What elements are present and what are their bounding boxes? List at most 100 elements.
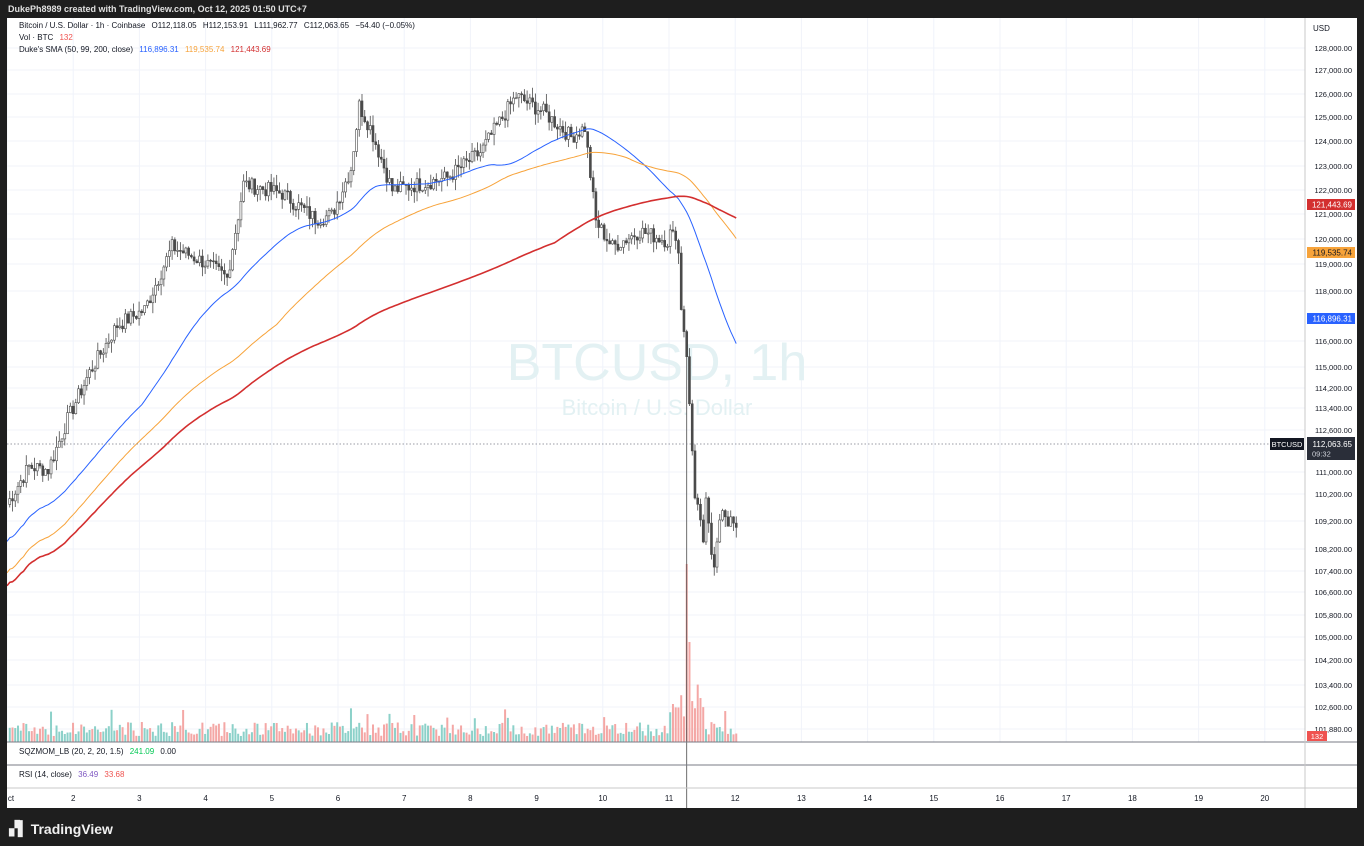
volume-bar bbox=[140, 722, 143, 742]
volume-bar bbox=[666, 733, 669, 742]
volume-bar bbox=[360, 727, 363, 742]
volume-bar bbox=[702, 707, 705, 742]
candle-body bbox=[426, 184, 430, 188]
volume-bar bbox=[660, 732, 663, 742]
volume-bar bbox=[586, 728, 589, 742]
volume-bar bbox=[264, 723, 267, 742]
volume-bar bbox=[699, 698, 702, 742]
price-tick: 124,000.00 bbox=[1314, 137, 1352, 146]
volume-bar bbox=[327, 734, 330, 742]
volume-bar bbox=[63, 733, 66, 742]
candle-body bbox=[74, 402, 78, 414]
volume-bar bbox=[432, 727, 435, 742]
candle-body bbox=[283, 190, 287, 200]
candle-body bbox=[289, 191, 292, 204]
price-tick: 105,000.00 bbox=[1314, 633, 1352, 642]
candle-body bbox=[143, 305, 146, 314]
chart-svg[interactable]: BTCUSD, 1h Bitcoin / U.S. Dollar 128,000… bbox=[7, 18, 1357, 808]
volume-bar bbox=[171, 722, 174, 742]
candle-body bbox=[22, 480, 25, 483]
volume-bar bbox=[396, 722, 399, 742]
candle-body bbox=[465, 158, 468, 161]
candle-body bbox=[170, 239, 174, 252]
candle-body bbox=[209, 259, 212, 262]
volume-bar bbox=[495, 733, 498, 742]
candle-body bbox=[333, 209, 336, 215]
candle-body bbox=[561, 126, 565, 133]
volume-bar bbox=[724, 711, 727, 742]
candle-body bbox=[41, 465, 45, 476]
volume-bar bbox=[294, 728, 297, 742]
volume-bar bbox=[671, 704, 674, 742]
volume-bar bbox=[47, 734, 50, 742]
candle-body bbox=[280, 192, 284, 200]
candle-body bbox=[627, 238, 631, 244]
candle-body bbox=[707, 497, 711, 524]
tradingview-logo[interactable]: ▞▌ TradingView bbox=[9, 820, 113, 837]
legend-close: C112,063.65 bbox=[303, 21, 350, 30]
legend-change: −54.40 (−0.05%) bbox=[355, 21, 415, 30]
volume-bar bbox=[383, 724, 386, 742]
volume-bar bbox=[592, 726, 595, 742]
volume-bar bbox=[275, 722, 278, 742]
volume-bar bbox=[633, 729, 636, 742]
volume-bar bbox=[542, 727, 545, 742]
legend-sma-line[interactable]: Duke's SMA (50, 99, 200, close) 116,896.… bbox=[19, 45, 275, 54]
volume-bar bbox=[52, 735, 55, 742]
volume-bar bbox=[311, 735, 314, 742]
volume-bar bbox=[424, 723, 427, 742]
candle-body bbox=[498, 116, 501, 125]
volume-bar bbox=[135, 735, 138, 742]
volume-bar bbox=[333, 725, 336, 742]
time-tick: 14 bbox=[863, 794, 872, 803]
last-price-label-bg bbox=[1307, 437, 1355, 460]
volume-bar bbox=[113, 730, 116, 742]
candle-body bbox=[432, 178, 435, 190]
volume-bar bbox=[220, 735, 223, 742]
volume-bar bbox=[77, 731, 80, 742]
candle-body bbox=[608, 240, 611, 245]
volume-bar bbox=[603, 717, 606, 742]
candle-body bbox=[349, 170, 353, 183]
candle-body bbox=[132, 311, 135, 317]
candle-body bbox=[179, 250, 182, 252]
volume-bar bbox=[710, 722, 713, 742]
candle-body bbox=[723, 510, 727, 518]
candle-body bbox=[630, 235, 633, 240]
candle-body bbox=[710, 522, 713, 555]
candle-body bbox=[371, 125, 375, 143]
candle-body bbox=[234, 233, 237, 250]
candle-body bbox=[572, 136, 576, 143]
candle-body bbox=[484, 139, 488, 146]
price-tick: 108,200.00 bbox=[1314, 545, 1352, 554]
volume-bar bbox=[179, 725, 182, 742]
candle-body bbox=[660, 240, 664, 243]
volume-label: 132 bbox=[1311, 732, 1324, 741]
volume-bar bbox=[465, 732, 468, 742]
price-tick: 104,200.00 bbox=[1314, 656, 1352, 665]
legend-rsi-line[interactable]: RSI (14, close) 36.49 33.68 bbox=[19, 770, 128, 779]
candle-body bbox=[718, 519, 722, 543]
volume-bar bbox=[443, 727, 446, 742]
candle-body bbox=[729, 516, 733, 527]
sma99-label-bg bbox=[1307, 247, 1355, 258]
candle-body bbox=[704, 497, 708, 543]
legend-sqzmom-line[interactable]: SQZMOM_LB (20, 2, 20, 1.5) 241.09 0.00 bbox=[19, 747, 180, 756]
volume-bar bbox=[487, 733, 490, 742]
chart-frame[interactable]: BTCUSD, 1h Bitcoin / U.S. Dollar 128,000… bbox=[7, 18, 1357, 808]
candle-body bbox=[113, 325, 116, 341]
volume-bar bbox=[355, 726, 358, 742]
symbol-tag-bg bbox=[1270, 438, 1304, 450]
legend-volume-line[interactable]: Vol · BTC 132 bbox=[19, 33, 77, 42]
candle-body bbox=[355, 129, 358, 152]
candle-body bbox=[470, 151, 474, 162]
volume-bar bbox=[118, 724, 121, 742]
candle-body bbox=[446, 171, 449, 178]
legend-rsi-v2: 33.68 bbox=[104, 770, 125, 779]
candle-body bbox=[468, 159, 471, 162]
legend-symbol-line[interactable]: Bitcoin / U.S. Dollar · 1h · Coinbase O1… bbox=[19, 21, 419, 30]
candle-body bbox=[250, 178, 254, 190]
sma50-label: 116,896.31 bbox=[1313, 315, 1353, 324]
candle-body bbox=[520, 93, 523, 96]
legend-sqz-v1: 241.09 bbox=[129, 747, 155, 756]
